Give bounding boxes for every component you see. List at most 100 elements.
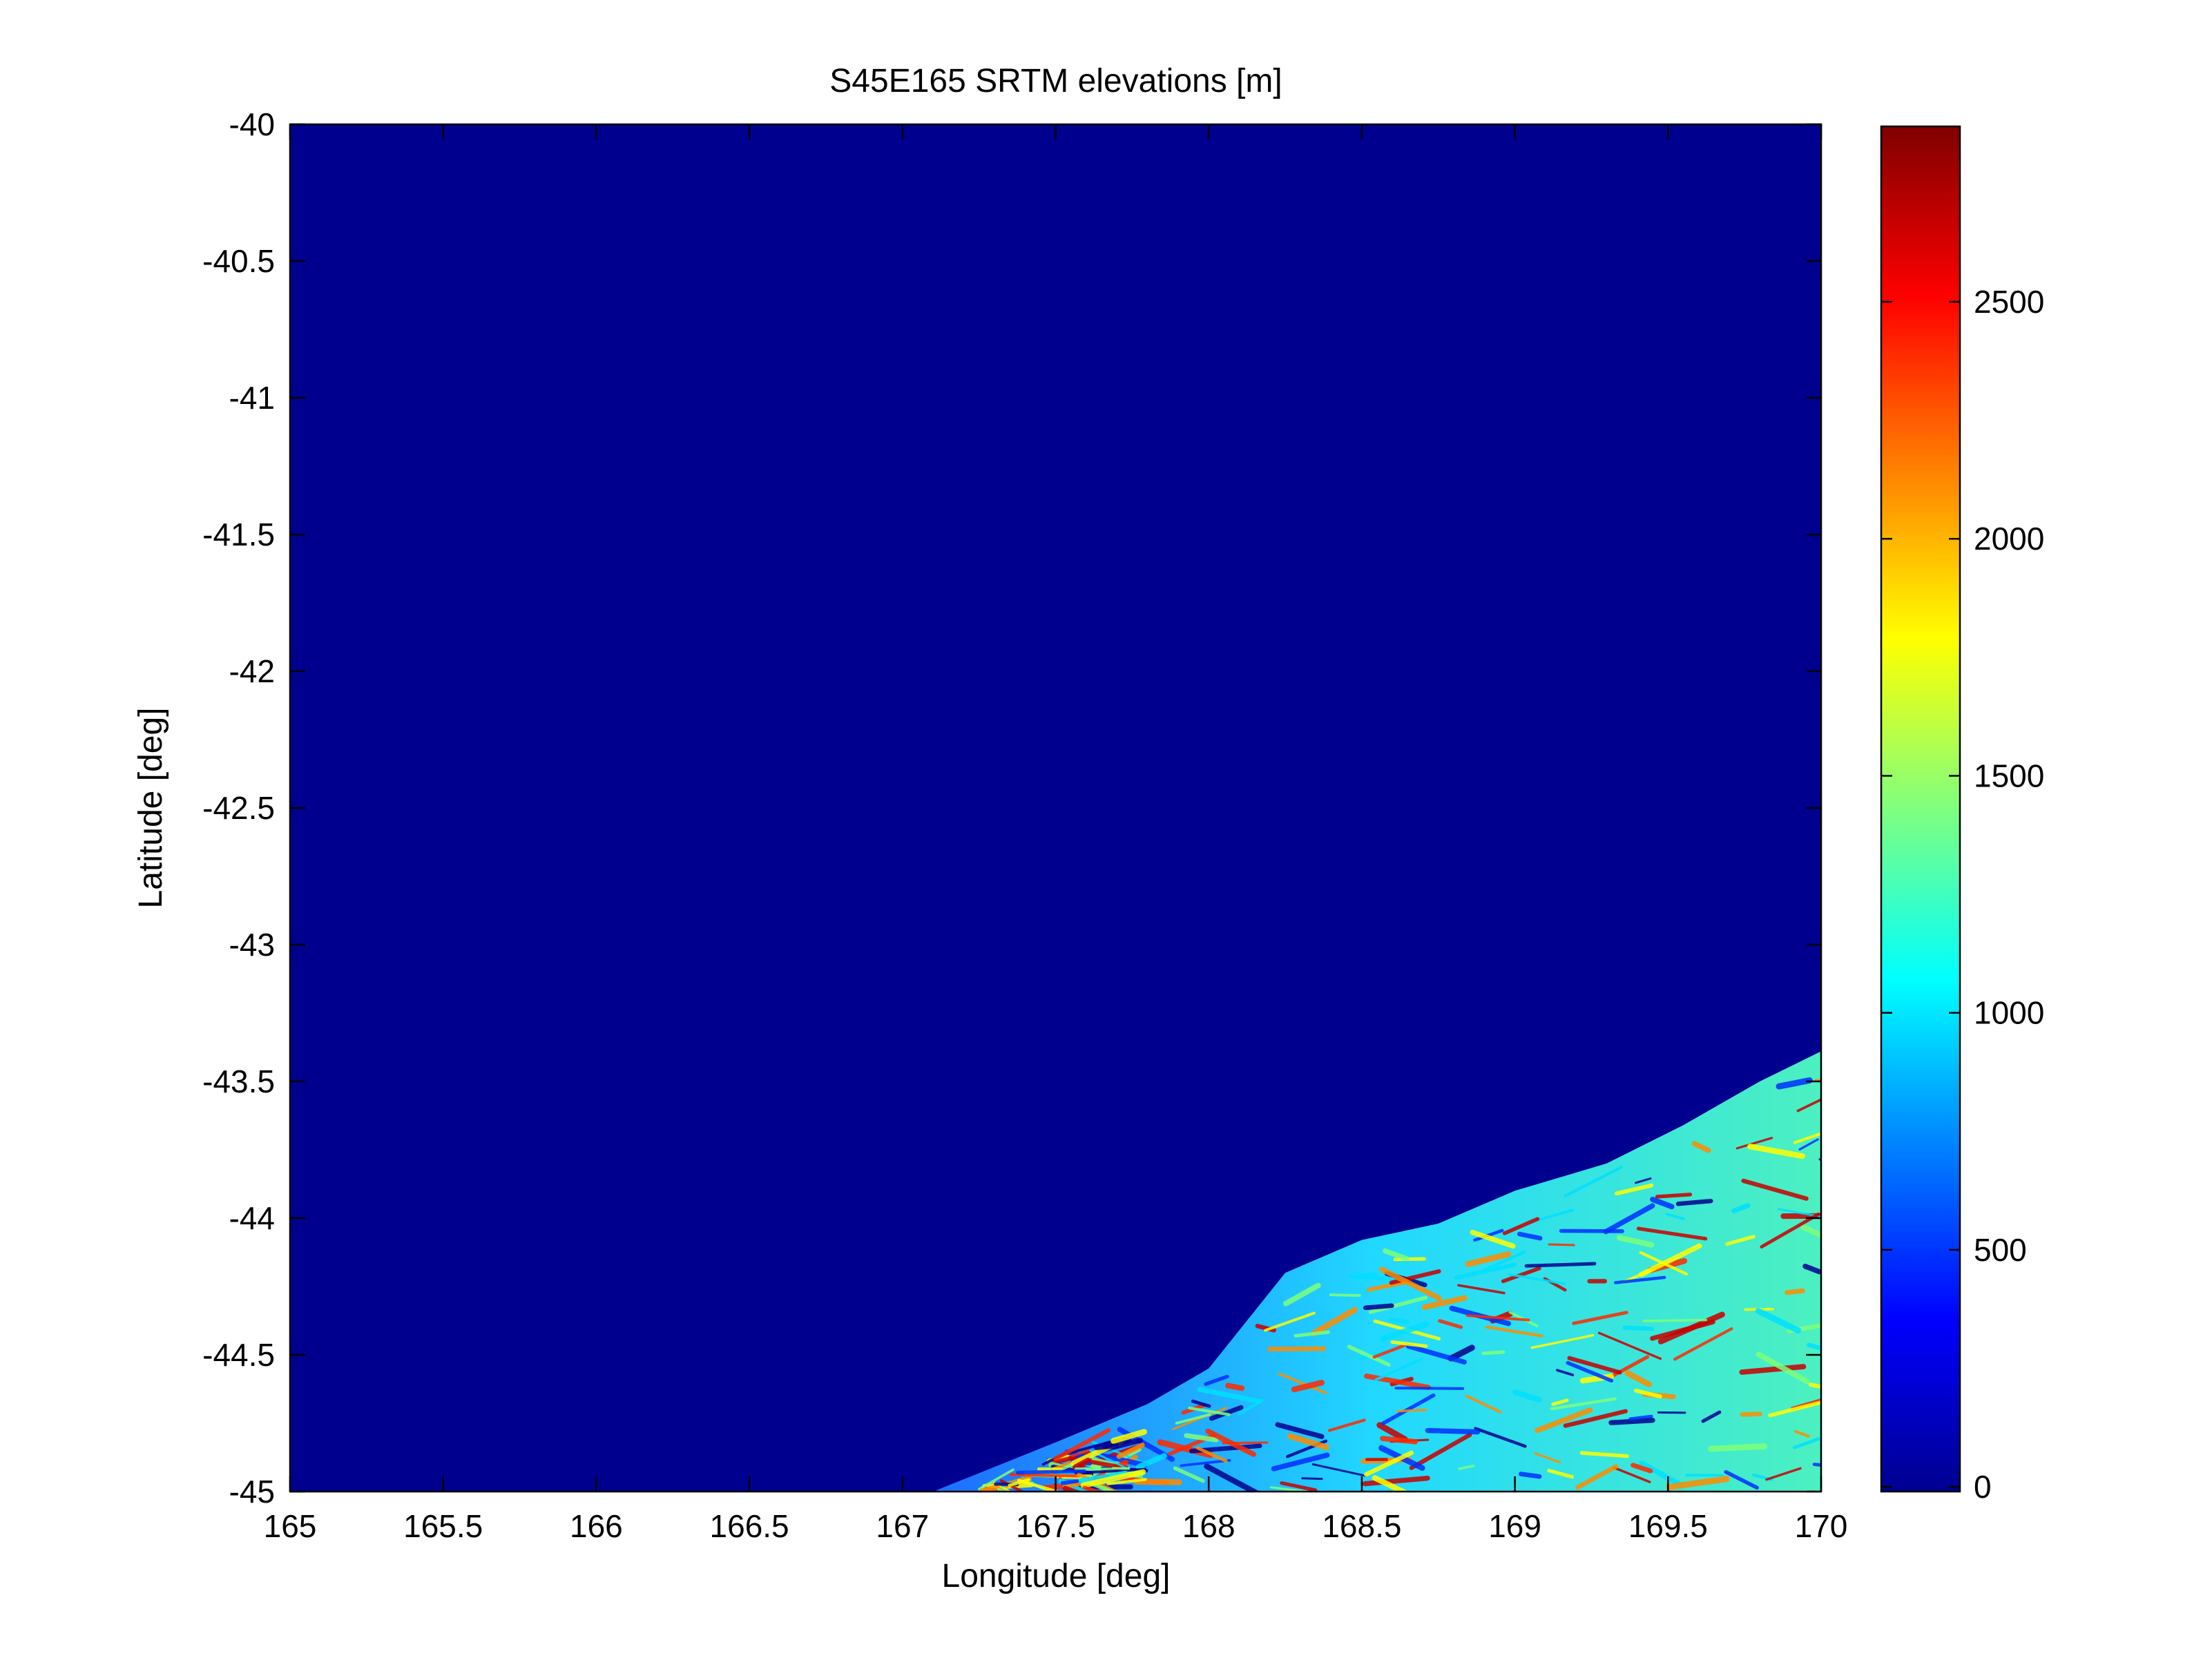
plot-area: 165 165.5 166 166.5 167 167.5 168 168.5 169 169.5…	[202, 106, 1847, 1544]
terrain-ridge	[1379, 1266, 1442, 1301]
terrain-ridge	[1563, 1409, 1628, 1428]
terrain-ridge	[1606, 1355, 1650, 1380]
terrain-ridge	[1608, 1418, 1655, 1425]
terrain-ridge	[1739, 1364, 1807, 1375]
terrain-ridge	[1747, 1144, 1805, 1159]
x-tick-label: 165.5	[403, 1508, 483, 1544]
terrain-ridge	[1082, 1485, 1105, 1492]
terrain-ridge	[1724, 1469, 1759, 1490]
terrain-ridge	[1287, 1433, 1329, 1450]
terrain-ridge	[1448, 1344, 1475, 1362]
terrain-ridge	[1135, 1453, 1168, 1470]
terrain-ridge	[1551, 1398, 1569, 1406]
terrain-ridge	[1725, 1235, 1756, 1246]
colorbar-ticks: 0 500 1000 1500 2000 2500	[1881, 284, 2044, 1505]
colorbar-tick-label: 2500	[1974, 284, 2044, 320]
terrain-ridge	[1564, 1166, 1623, 1197]
terrain-ridge	[1278, 1372, 1327, 1395]
terrain-ridge	[1642, 1318, 1708, 1322]
terrain-ridge	[1655, 1193, 1693, 1199]
terrain-ridge	[1133, 1478, 1182, 1485]
y-tick-label: -44.5	[202, 1337, 275, 1373]
terrain-ridge	[1116, 1443, 1145, 1459]
terrain-ridge	[1393, 1257, 1426, 1262]
terrain-ridge	[1785, 1288, 1805, 1295]
terrain-ridge	[1636, 1226, 1708, 1241]
terrain-ridge	[1204, 1463, 1260, 1492]
terrain-ridge	[1613, 1466, 1651, 1483]
terrain-ridge	[1508, 1273, 1566, 1286]
colorbar-tick-label: 0	[1974, 1469, 1992, 1505]
x-axis-ticks: 165 165.5 166 166.5 167 167.5 168 168.5 169 169.5…	[264, 124, 1847, 1544]
terrain-ridge	[1264, 1311, 1316, 1332]
x-tick-label: 166	[570, 1508, 623, 1544]
terrain-ridge	[1301, 1477, 1323, 1481]
terrain-ridge	[1665, 1213, 1685, 1221]
terrain-ridge	[1291, 1380, 1325, 1393]
terrain-ridge	[1777, 1208, 1821, 1218]
x-tick-label: 169	[1488, 1508, 1541, 1544]
terrain-ridge	[1380, 1436, 1418, 1445]
terrain-ridge	[1380, 1321, 1430, 1342]
y-tick-label: -42.5	[202, 790, 275, 826]
terrain-ridge	[1271, 1452, 1330, 1472]
terrain-ridge	[1425, 1427, 1481, 1435]
terrain-ridge	[1184, 1433, 1219, 1443]
terrain-ridge	[1650, 1197, 1675, 1210]
terrain-ridge	[1755, 1308, 1802, 1334]
colorbar-tick-label: 1000	[1974, 995, 2044, 1031]
y-tick-label: -43.5	[202, 1063, 275, 1099]
terrain-ridge	[1073, 1457, 1091, 1470]
terrain-ridge	[1409, 1432, 1472, 1470]
terrain-ridge	[1517, 1231, 1543, 1241]
terrain-ridge	[1566, 1360, 1614, 1383]
terrain-ridge	[1474, 1427, 1527, 1448]
terrain-ridge	[1807, 1342, 1821, 1351]
terrain-ridge	[1792, 1437, 1821, 1449]
terrain-ridge	[1666, 1476, 1730, 1490]
terrain-ridge	[1175, 1413, 1211, 1425]
colorbar-tick-label: 2000	[1974, 521, 2044, 557]
terrain-ridge	[1293, 1330, 1330, 1338]
terrain-ridge	[1628, 1414, 1653, 1421]
terrain-ridge	[1094, 1452, 1148, 1468]
terrain-ridge	[1053, 1428, 1110, 1461]
terrain-ridge	[1225, 1382, 1245, 1391]
y-axis-label: Latitude [deg]	[133, 708, 169, 909]
terrain-ridge	[1009, 1473, 1081, 1478]
terrain-ridge	[1818, 1158, 1821, 1161]
terrain-ridge	[1765, 1467, 1802, 1481]
terrain-ridge	[1631, 1463, 1653, 1474]
colorbar: 0 500 1000 1500 2000 2500	[1880, 125, 2044, 1505]
terrain-ridge	[1547, 1469, 1575, 1479]
x-tick-label: 167.5	[1016, 1508, 1095, 1544]
x-tick-label: 168	[1182, 1508, 1235, 1544]
y-axis-ticks: -40 -40.5 -41 -41.5 -42 -42.5 -43 -43.5 -44 -44.5…	[202, 106, 1821, 1510]
terrain-ridge	[1204, 1374, 1229, 1386]
terrain-ridge	[1481, 1350, 1506, 1356]
terrain-ridge	[1376, 1422, 1408, 1443]
terrain-ridge	[1633, 1388, 1662, 1399]
terrain-ridge	[1381, 1393, 1436, 1425]
terrain-ridge	[1363, 1303, 1394, 1311]
land-elevation-region	[933, 1051, 1821, 1492]
terrain-ridge	[1691, 1141, 1711, 1153]
terrain-ridge	[1740, 1411, 1762, 1417]
chart-title: S45E165 SRTM elevations [m]	[829, 63, 1282, 99]
terrain-ridge	[1708, 1443, 1767, 1452]
mountain-ridges	[978, 1077, 1821, 1492]
terrain-ridge	[1798, 1138, 1819, 1151]
terrain-ridge	[1465, 1394, 1503, 1414]
terrain-ridge	[1731, 1203, 1751, 1214]
terrain-ridge	[1173, 1466, 1205, 1483]
terrain-ridge	[1110, 1429, 1147, 1444]
terrain-ridge	[1394, 1387, 1465, 1390]
terrain-ridge	[1524, 1262, 1597, 1268]
terrain-ridge	[1776, 1077, 1813, 1090]
terrain-ridge	[1760, 1212, 1820, 1249]
terrain-ridge	[1327, 1418, 1366, 1432]
terrain-ridge	[1076, 1467, 1146, 1474]
terrain-ridge	[1603, 1203, 1655, 1235]
x-tick-label: 165	[264, 1508, 317, 1544]
terrain-ridge	[1814, 1079, 1821, 1082]
